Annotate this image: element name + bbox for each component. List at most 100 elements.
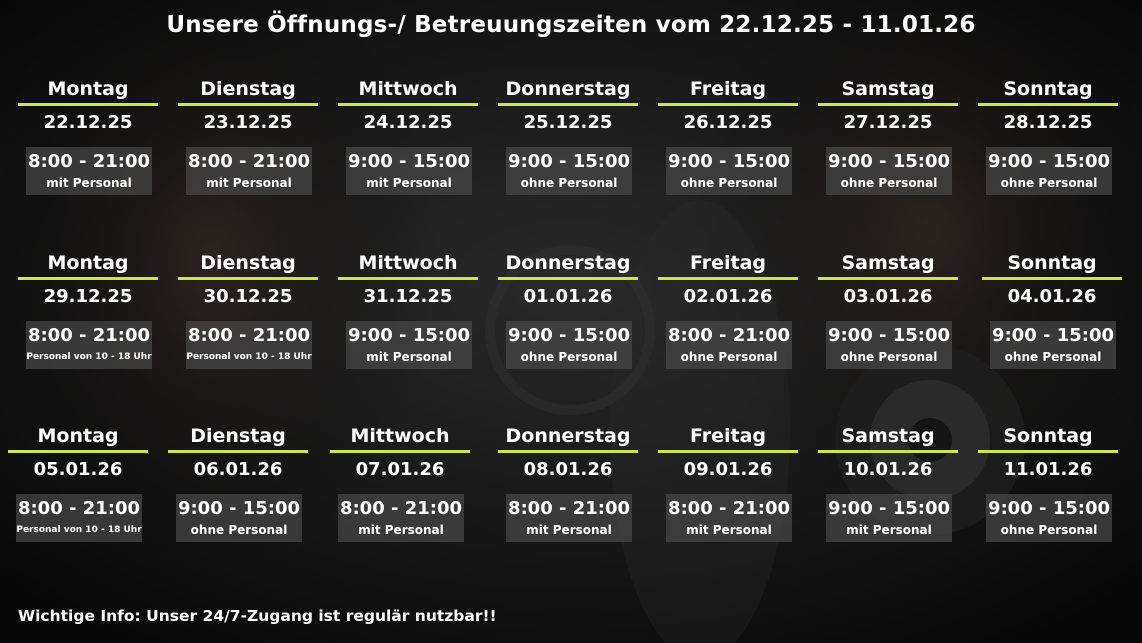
opening-hours: 8:00 - 21:00 (27, 151, 151, 172)
day-name: Sonntag (1003, 78, 1093, 100)
day-name: Donnerstag (505, 78, 631, 100)
staff-note: mit Personal (526, 523, 612, 537)
hours-box: 9:00 - 15:00 ohne Personal (176, 494, 302, 542)
hours-box: 8:00 - 21:00 mit Personal (186, 147, 312, 195)
day-date: 09.01.26 (683, 459, 773, 480)
day-date: 08.01.26 (523, 459, 613, 480)
info-footer: Wichtige Info: Unser 24/7-Zugang ist reg… (18, 607, 497, 625)
accent-underline (8, 450, 148, 453)
opening-hours: 9:00 - 15:00 (347, 151, 471, 172)
staff-note: mit Personal (358, 523, 444, 537)
hours-box: 9:00 - 15:00 ohne Personal (506, 147, 632, 195)
opening-hours: 8:00 - 21:00 (339, 498, 463, 519)
day-date: 27.12.25 (843, 112, 933, 133)
day-name: Mittwoch (358, 252, 458, 274)
day-date: 02.01.26 (683, 286, 773, 307)
staff-note: mit Personal (46, 176, 132, 190)
hours-box: 9:00 - 15:00 mit Personal (346, 321, 472, 369)
accent-underline (818, 277, 958, 280)
day-name: Montag (37, 425, 119, 447)
staff-note: mit Personal (206, 176, 292, 190)
day-date: 22.12.25 (43, 112, 133, 133)
accent-underline (978, 103, 1118, 106)
hours-box: 9:00 - 15:00 ohne Personal (990, 321, 1116, 369)
day-name: Dienstag (190, 425, 286, 447)
day-date: 05.01.26 (33, 459, 123, 480)
page-title: Unsere Öffnungs-/ Betreuungszeiten vom 2… (166, 12, 976, 38)
opening-hours: 8:00 - 21:00 (667, 325, 791, 346)
staff-note: ohne Personal (1004, 350, 1102, 364)
hours-box: 8:00 - 21:00 Personal von 10 - 18 Uhr (26, 321, 152, 369)
day-name: Samstag (841, 425, 935, 447)
day-date: 30.12.25 (203, 286, 293, 307)
staff-note: ohne Personal (520, 350, 618, 364)
day-name: Samstag (841, 252, 935, 274)
hours-box: 8:00 - 21:00 mit Personal (338, 494, 464, 542)
opening-hours: 9:00 - 15:00 (827, 151, 951, 172)
opening-hours: 9:00 - 15:00 (347, 325, 471, 346)
opening-hours: 9:00 - 15:00 (987, 151, 1111, 172)
day-date: 25.12.25 (523, 112, 613, 133)
day-name: Freitag (689, 252, 767, 274)
opening-hours: 9:00 - 15:00 (827, 498, 951, 519)
hours-box: 8:00 - 21:00 Personal von 10 - 18 Uhr (16, 494, 142, 542)
hours-box: 8:00 - 21:00 mit Personal (666, 494, 792, 542)
accent-underline (658, 103, 798, 106)
accent-underline (498, 277, 638, 280)
staff-note: mit Personal (366, 176, 452, 190)
day-name: Sonntag (1003, 425, 1093, 447)
staff-note: mit Personal (846, 523, 932, 537)
staff-note: Personal von 10 - 18 Uhr (186, 352, 312, 362)
day-date: 31.12.25 (363, 286, 453, 307)
hours-box: 9:00 - 15:00 ohne Personal (826, 321, 952, 369)
opening-hours: 8:00 - 21:00 (27, 325, 151, 346)
day-name: Freitag (689, 78, 767, 100)
staff-note: ohne Personal (1000, 176, 1098, 190)
opening-hours: 9:00 - 15:00 (177, 498, 301, 519)
day-name: Sonntag (1007, 252, 1097, 274)
staff-note: ohne Personal (680, 350, 778, 364)
accent-underline (498, 450, 638, 453)
day-date: 11.01.26 (1003, 459, 1093, 480)
opening-hours: 8:00 - 21:00 (187, 151, 311, 172)
staff-note: Personal von 10 - 18 Uhr (16, 525, 142, 535)
day-date: 26.12.25 (683, 112, 773, 133)
staff-note: ohne Personal (840, 176, 938, 190)
day-name: Montag (47, 252, 129, 274)
day-date: 10.01.26 (843, 459, 933, 480)
hours-box: 8:00 - 21:00 Personal von 10 - 18 Uhr (186, 321, 312, 369)
day-date: 06.01.26 (193, 459, 283, 480)
opening-hours: 9:00 - 15:00 (667, 151, 791, 172)
accent-underline (330, 450, 470, 453)
hours-box: 8:00 - 21:00 mit Personal (26, 147, 152, 195)
day-date: 07.01.26 (355, 459, 445, 480)
opening-hours: 9:00 - 15:00 (991, 325, 1115, 346)
hours-box: 8:00 - 21:00 mit Personal (506, 494, 632, 542)
accent-underline (978, 450, 1118, 453)
day-date: 28.12.25 (1003, 112, 1093, 133)
opening-hours: 8:00 - 21:00 (507, 498, 631, 519)
staff-note: ohne Personal (840, 350, 938, 364)
accent-underline (818, 103, 958, 106)
hours-box: 9:00 - 15:00 mit Personal (346, 147, 472, 195)
accent-underline (178, 277, 318, 280)
opening-hours: 8:00 - 21:00 (667, 498, 791, 519)
accent-underline (168, 450, 308, 453)
day-date: 23.12.25 (203, 112, 293, 133)
staff-note: mit Personal (686, 523, 772, 537)
day-name: Freitag (689, 425, 767, 447)
hours-box: 9:00 - 15:00 ohne Personal (826, 147, 952, 195)
hours-box: 9:00 - 15:00 ohne Personal (986, 494, 1112, 542)
day-date: 01.01.26 (523, 286, 613, 307)
opening-hours: 9:00 - 15:00 (827, 325, 951, 346)
hours-box: 9:00 - 15:00 ohne Personal (986, 147, 1112, 195)
opening-hours: 9:00 - 15:00 (987, 498, 1111, 519)
day-name: Donnerstag (505, 425, 631, 447)
hours-box: 9:00 - 15:00 ohne Personal (666, 147, 792, 195)
day-date: 04.01.26 (1007, 286, 1097, 307)
hours-box: 8:00 - 21:00 ohne Personal (666, 321, 792, 369)
hours-box: 9:00 - 15:00 mit Personal (826, 494, 952, 542)
staff-note: ohne Personal (1000, 523, 1098, 537)
accent-underline (818, 450, 958, 453)
opening-hours: 8:00 - 21:00 (187, 325, 311, 346)
